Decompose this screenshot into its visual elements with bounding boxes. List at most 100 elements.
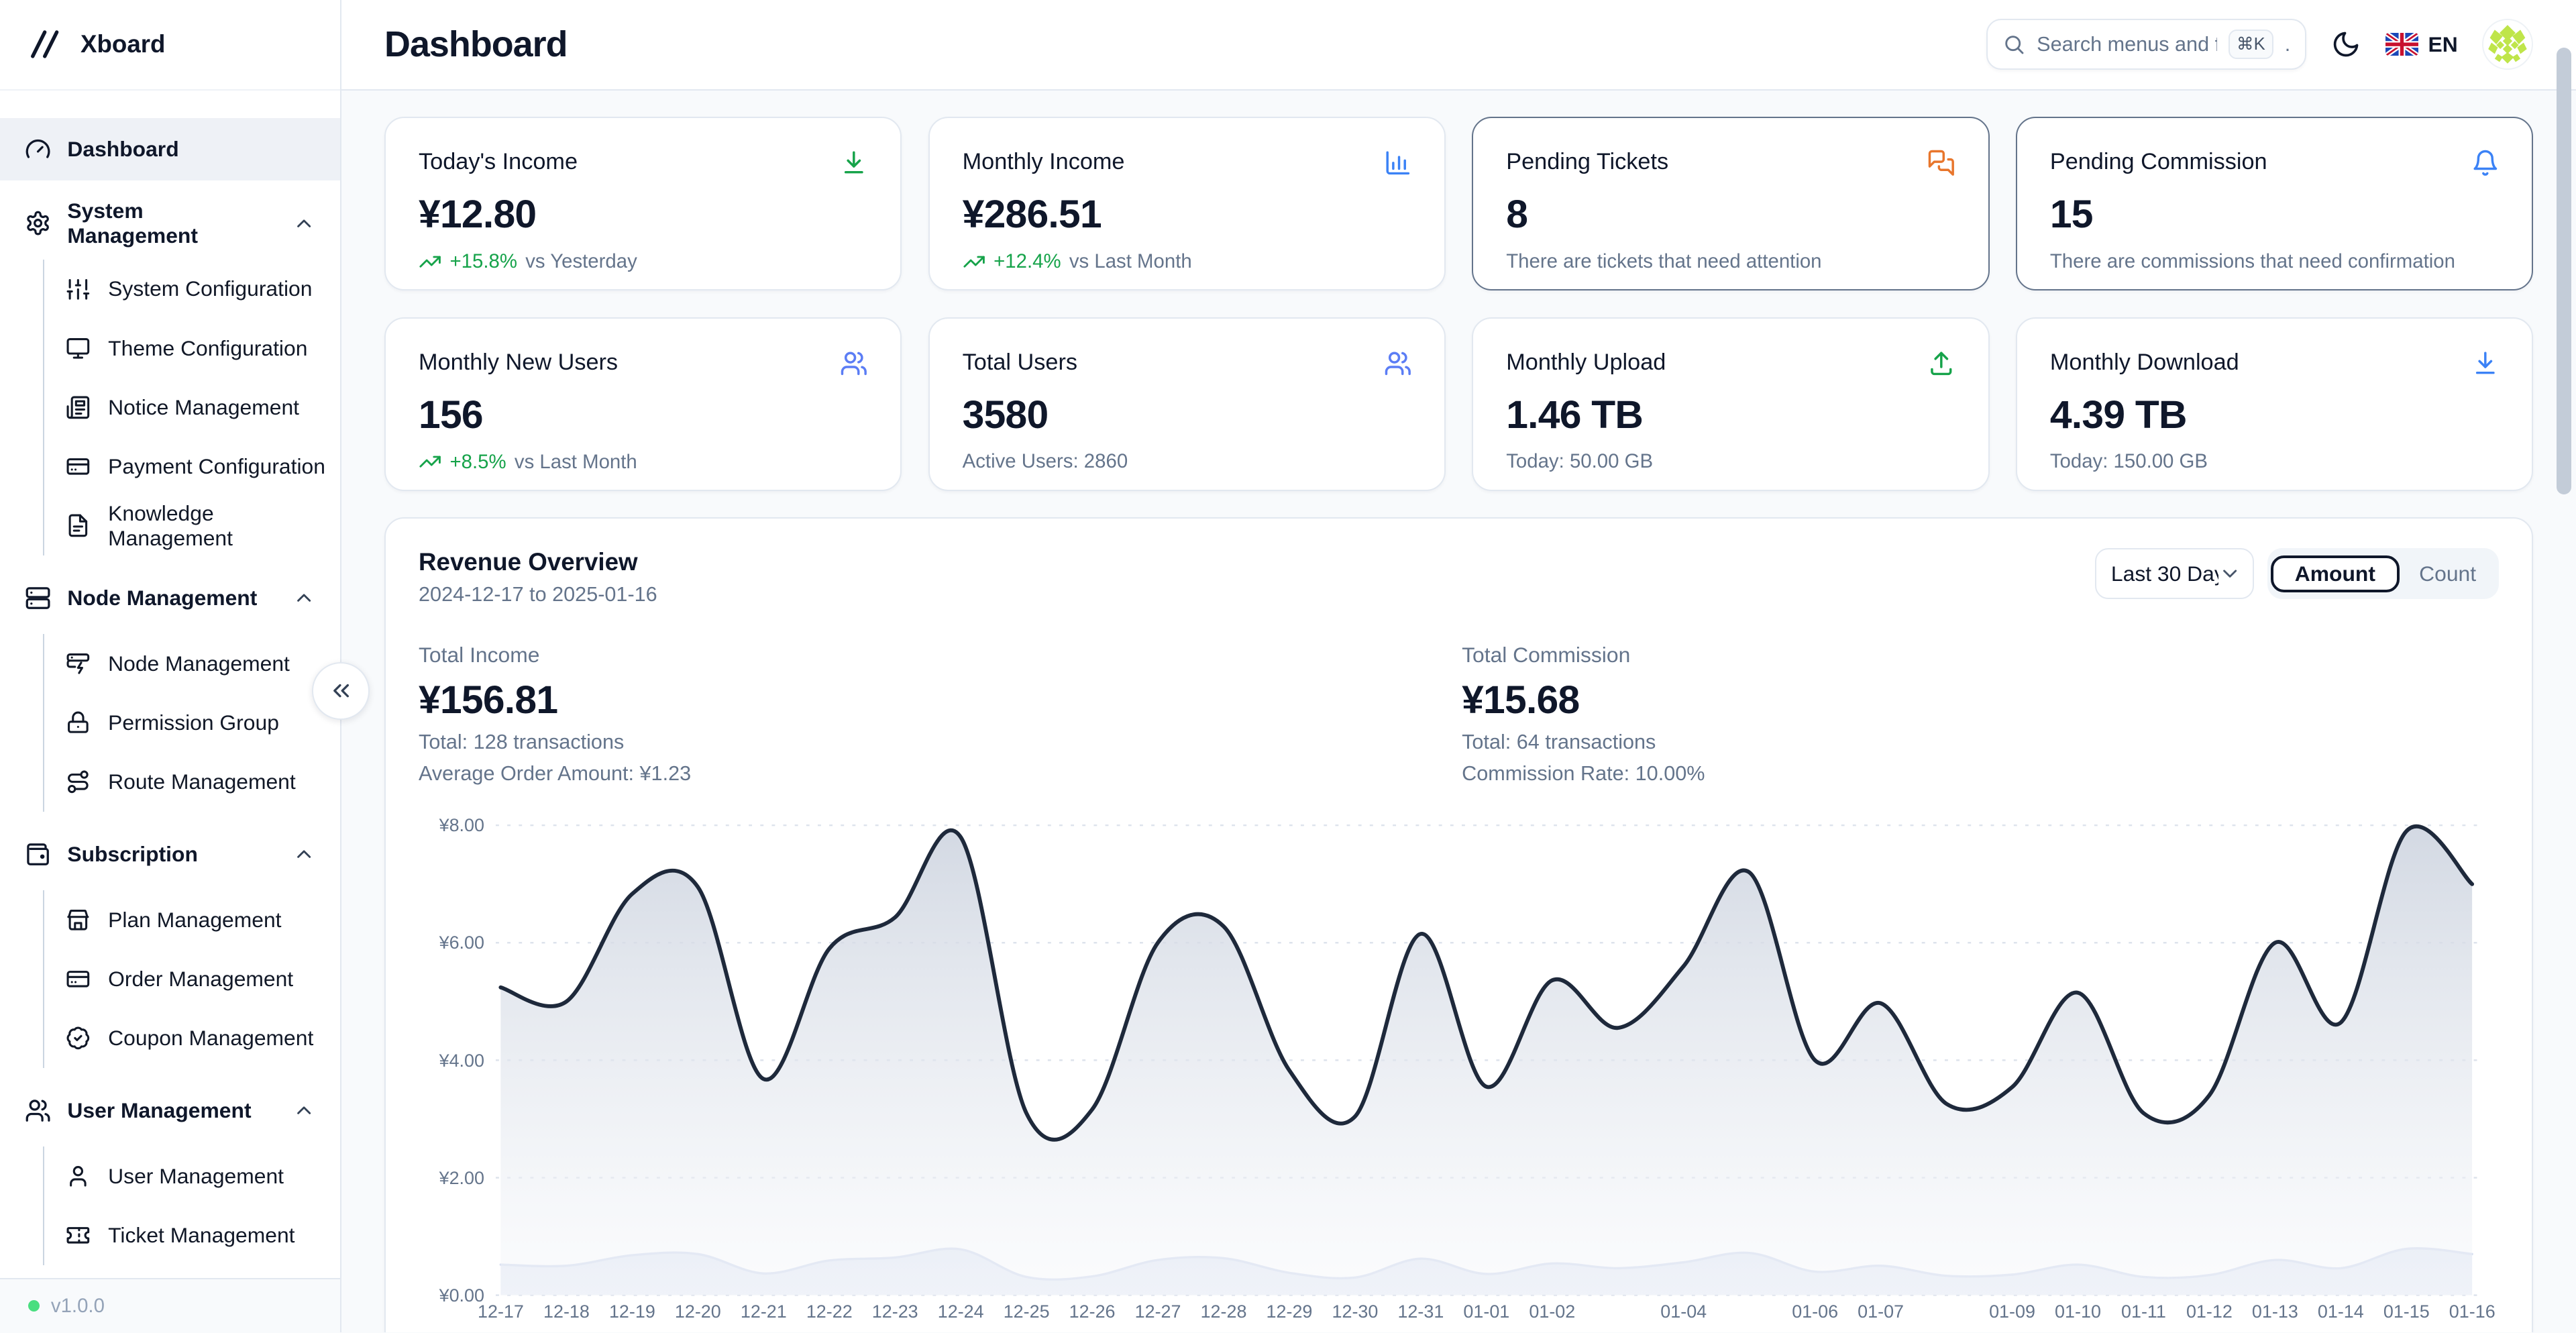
sidebar-subitem-coupon-management[interactable]: Coupon Management [44,1009,341,1068]
sidebar-item-user-management[interactable]: User Management [0,1079,340,1142]
nav-group-user-management: User Management User Management Ticket Man… [0,1079,340,1265]
x-axis-label: 01-13 [2251,1301,2298,1322]
x-axis-label: 12-20 [674,1301,721,1322]
stat-card-today-s-income[interactable]: Today's Income ¥12.80 +15.8% vs Yesterday [384,116,902,291]
sidebar-subitem-route-management[interactable]: Route Management [44,753,341,812]
scrollbar-thumb[interactable] [2556,48,2571,495]
sidebar-logo[interactable]: Xboard [0,0,341,91]
sliders-icon [66,277,91,302]
logo-text: Xboard [80,30,166,58]
trend-percent: +12.4% [994,250,1061,272]
dashboard-content: Today's Income ¥12.80 +15.8% vs Yesterday Mo… [341,91,2576,1333]
avatar[interactable] [2482,19,2534,70]
version-badge: v1.0.0 [0,1278,341,1333]
sidebar-item-subscription[interactable]: Subscription [0,823,340,886]
uk-flag-icon [2385,33,2418,56]
stat-card-title: Pending Tickets [1506,149,1669,175]
x-axis-label: 12-26 [1069,1301,1116,1322]
sidebar-item-label: User Management [67,1098,252,1122]
stat-card-pending-commission[interactable]: Pending Commission 15 There are commission… [2015,116,2534,291]
nav-group-system-management: System Management System Configuration The… [0,193,340,555]
stat-card-title: Today's Income [419,149,578,175]
stat-card-value: 15 [2049,193,2094,237]
x-axis-label: 12-24 [937,1301,984,1322]
trend-suffix: vs Yesterday [525,250,637,272]
sidebar-subitem-user-management[interactable]: User Management [44,1147,341,1206]
sidebar-item-system-management[interactable]: System Management [0,193,340,255]
sidebar-subitem-notice-management[interactable]: Notice Management [44,378,341,437]
stat-card-monthly-upload[interactable]: Monthly Upload 1.46 TB Today: 50.00 GB [1472,317,1990,492]
stat-card-total-users[interactable]: Total Users 3580 Active Users: 2860 [928,317,1446,492]
sidebar-item-dashboard[interactable]: Dashboard [0,118,341,181]
users-icon [1384,350,1412,378]
sidebar-subitem-label: System Configuration [108,276,313,301]
moon-icon [2331,30,2361,59]
y-axis-label: ¥8.00 [439,815,484,836]
sidebar-subitem-node-management[interactable]: Node Management [44,634,341,693]
sidebar-subitem-theme-configuration[interactable]: Theme Configuration [44,319,341,378]
main-area: Dashboard Search menus and functions... … [341,0,2576,1333]
sidebar-subitem-payment-configuration[interactable]: Payment Configuration [44,437,341,496]
trending-up-icon [419,250,441,273]
y-axis-label: ¥4.00 [439,1050,484,1071]
route-icon [66,769,91,794]
x-axis-label: 01-06 [1792,1301,1839,1322]
x-axis-label: 12-17 [478,1301,524,1322]
stat-card-monthly-download[interactable]: Monthly Download 4.39 TB Today: 150.00 GB [2015,317,2534,492]
lock-icon [66,710,91,735]
dark-mode-toggle[interactable] [2331,30,2361,59]
language-switcher[interactable]: EN [2385,32,2458,57]
server-icon [25,585,51,611]
total-commission-rate: Commission Rate: 10.00% [1462,762,1705,786]
collapse-sidebar-button[interactable] [312,661,370,720]
sidebar-subitem-knowledge-management[interactable]: Knowledge Management [44,496,341,555]
sidebar-subitem-order-management[interactable]: Order Management [44,949,341,1008]
sidebar-subitem-label: Theme Configuration [108,335,308,360]
x-axis-label: 12-21 [740,1301,787,1322]
revenue-chart: ¥8.00 ¥6.00 ¥4.00 ¥2.00 ¥0.00 12-17 12-18 12-19… [419,799,2499,1332]
sidebar-subitem-label: Payment Configuration [108,454,325,478]
sidebar-subitem-label: Plan Management [108,907,282,932]
stat-card-monthly-new-users[interactable]: Monthly New Users 156 +8.5% vs Last Month [384,317,902,492]
amount-toggle-button[interactable]: Amount [2270,555,2400,592]
x-axis-label: 01-12 [2186,1301,2233,1322]
sidebar-subitem-label: Notice Management [108,394,300,419]
date-range-select[interactable]: Last 30 Days [2094,548,2255,600]
stat-card-monthly-income[interactable]: Monthly Income ¥286.51 +12.4% vs Last Month [928,116,1446,291]
badge-check-icon [66,1026,91,1051]
sidebar-item-node-management[interactable]: Node Management [0,567,340,629]
sidebar-subitem-label: Permission Group [108,710,279,735]
users-icon [25,1098,51,1124]
sidebar-subitem-plan-management[interactable]: Plan Management [44,890,341,949]
trend-percent: +8.5% [449,450,506,473]
stat-card-pending-tickets[interactable]: Pending Tickets 8 There are tickets that n… [1472,116,1990,291]
header-actions: Search menus and functions... ⌘K . EN [1986,19,2534,70]
search-input[interactable]: Search menus and functions... ⌘K . [1986,19,2307,70]
x-axis-label: 01-14 [2317,1301,2364,1322]
chart-plot [496,824,2484,1296]
sidebar-item-label: Node Management [67,585,258,610]
stat-card-value: 4.39 TB [2049,392,2188,437]
sub-list-user-management: User Management Ticket Management [42,1147,341,1265]
count-toggle-button[interactable]: Count [2419,561,2477,586]
stat-card-note: Today: 150.00 GB [2049,450,2208,473]
credit-card-icon [66,454,91,479]
total-commission-value: ¥15.68 [1462,678,1580,722]
credit-card-icon [66,967,91,992]
server-bolt-icon [66,651,91,676]
stat-card-value: 1.46 TB [1506,392,1644,437]
sidebar-subitem-permission-group[interactable]: Permission Group [44,693,341,752]
stat-card-note: There are tickets that need attention [1506,250,1822,272]
sidebar-subitem-system-configuration[interactable]: System Configuration [44,260,341,319]
search-placeholder-tail: . [2284,32,2291,56]
sidebar-item-label: System Management [67,199,198,248]
version-label: v1.0.0 [50,1294,105,1317]
monitor-icon [66,336,91,361]
stat-card-value: 156 [419,392,484,437]
sidebar-subitem-ticket-management[interactable]: Ticket Management [44,1206,341,1265]
y-axis-label: ¥6.00 [439,932,484,953]
stats-row-1: Today's Income ¥12.80 +15.8% vs Yesterday Mo… [384,116,2534,291]
sidebar-subitem-label: Knowledge Management [108,500,233,550]
sidebar-subitem-label: Ticket Management [108,1222,295,1247]
y-axis-label: ¥2.00 [439,1167,484,1188]
